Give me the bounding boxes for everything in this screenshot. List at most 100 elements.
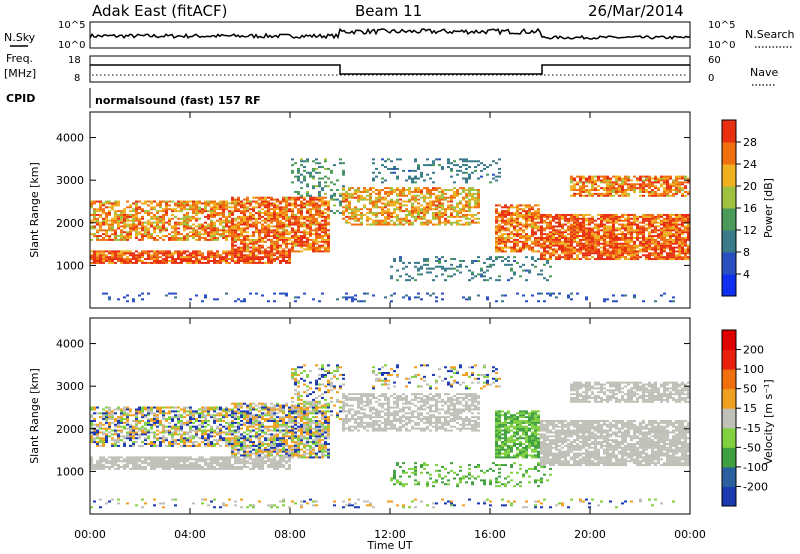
scatter-cell	[567, 213, 570, 216]
scatter-cell	[213, 256, 216, 259]
scatter-cell	[111, 256, 114, 259]
scatter-cell	[102, 292, 105, 295]
scatter-cell	[339, 158, 342, 161]
scatter-cell	[435, 200, 438, 203]
scatter-cell	[198, 254, 201, 257]
scatter-cell	[471, 198, 474, 201]
scatter-cell	[612, 227, 615, 230]
scatter-cell	[333, 204, 336, 207]
scatter-cell	[519, 240, 522, 243]
scatter-cell	[219, 261, 222, 264]
scatter-cell	[477, 273, 480, 276]
scatter-cell	[621, 190, 624, 193]
scatter-cell	[156, 215, 159, 218]
scatter-cell	[471, 219, 474, 222]
scatter-cell	[213, 259, 216, 262]
scatter-cell	[675, 246, 678, 249]
scatter-cell	[264, 204, 267, 207]
scatter-cell	[120, 460, 123, 463]
scatter-cell	[483, 164, 486, 167]
scatter-cell	[585, 250, 588, 253]
scatter-cell	[681, 187, 684, 190]
scatter-cell	[582, 219, 585, 222]
scatter-cell	[336, 298, 339, 301]
scatter-cell	[651, 177, 654, 180]
scatter-cell	[141, 444, 144, 447]
scatter-cell	[663, 219, 666, 222]
scatter-cell	[630, 254, 633, 257]
scatter-cell	[345, 215, 348, 218]
scatter-cell	[297, 238, 300, 241]
scatter-cell	[417, 206, 420, 209]
scatter-cell	[102, 458, 105, 461]
scatter-cell	[684, 256, 687, 259]
scatter-cell	[111, 414, 114, 417]
scatter-cell	[105, 259, 108, 262]
scatter-cell	[603, 300, 606, 303]
scatter-cell	[576, 189, 579, 192]
scatter-cell	[141, 298, 144, 301]
scatter-cell	[636, 231, 639, 234]
scatter-cell	[534, 217, 537, 220]
scatter-cell	[99, 421, 102, 424]
scatter-cell	[606, 185, 609, 188]
scatter-cell	[126, 252, 129, 255]
scatter-cell	[666, 175, 669, 178]
scatter-cell	[351, 194, 354, 197]
scatter-cell	[126, 421, 129, 424]
scatter-cell	[459, 210, 462, 213]
scatter-cell	[291, 221, 294, 224]
scatter-cell	[279, 292, 282, 295]
scatter-cell	[477, 192, 480, 195]
scatter-cell	[99, 202, 102, 205]
scatter-cell	[408, 187, 411, 190]
scatter-cell	[672, 192, 675, 195]
scatter-cell	[135, 208, 138, 211]
scatter-cell	[363, 198, 366, 201]
scatter-cell	[606, 175, 609, 178]
scatter-cell	[321, 196, 324, 199]
scatter-cell	[651, 254, 654, 257]
scatter-cell	[345, 292, 348, 295]
scatter-cell	[666, 213, 669, 216]
scatter-cell	[96, 431, 99, 434]
scatter-cell	[279, 213, 282, 216]
scatter-cell	[513, 240, 516, 243]
scatter-cell	[381, 208, 384, 211]
scatter-cell	[138, 217, 141, 220]
scatter-cell	[168, 219, 171, 222]
scatter-cell	[198, 238, 201, 241]
scatter-cell	[282, 259, 285, 262]
scatter-cell	[402, 217, 405, 220]
scatter-cell	[102, 254, 105, 257]
scatter-cell	[252, 233, 255, 236]
scatter-cell	[117, 435, 120, 438]
scatter-cell	[249, 256, 252, 259]
scatter-cell	[606, 250, 609, 253]
scatter-cell	[606, 242, 609, 245]
scatter-cell	[225, 254, 228, 257]
scatter-cell	[663, 236, 666, 239]
scatter-cell	[585, 177, 588, 180]
scatter-cell	[192, 254, 195, 257]
scatter-cell	[666, 227, 669, 230]
scatter-cell	[504, 206, 507, 209]
scatter-cell	[522, 248, 525, 251]
scatter-cell	[129, 458, 132, 461]
scatter-cell	[417, 167, 420, 170]
scatter-cell	[99, 462, 102, 465]
scatter-cell	[600, 250, 603, 253]
scatter-cell	[306, 242, 309, 245]
scatter-cell	[396, 177, 399, 180]
scatter-cell	[135, 458, 138, 461]
scatter-cell	[657, 215, 660, 218]
scatter-cell	[111, 444, 114, 447]
freq-unit-label: [MHz]	[4, 67, 36, 80]
scatter-cell	[615, 246, 618, 249]
scatter-cell	[567, 254, 570, 257]
scatter-cell	[303, 160, 306, 163]
scatter-cell	[588, 223, 591, 226]
scatter-cell	[135, 431, 138, 434]
scatter-cell	[216, 238, 219, 241]
scatter-cell	[465, 158, 468, 161]
